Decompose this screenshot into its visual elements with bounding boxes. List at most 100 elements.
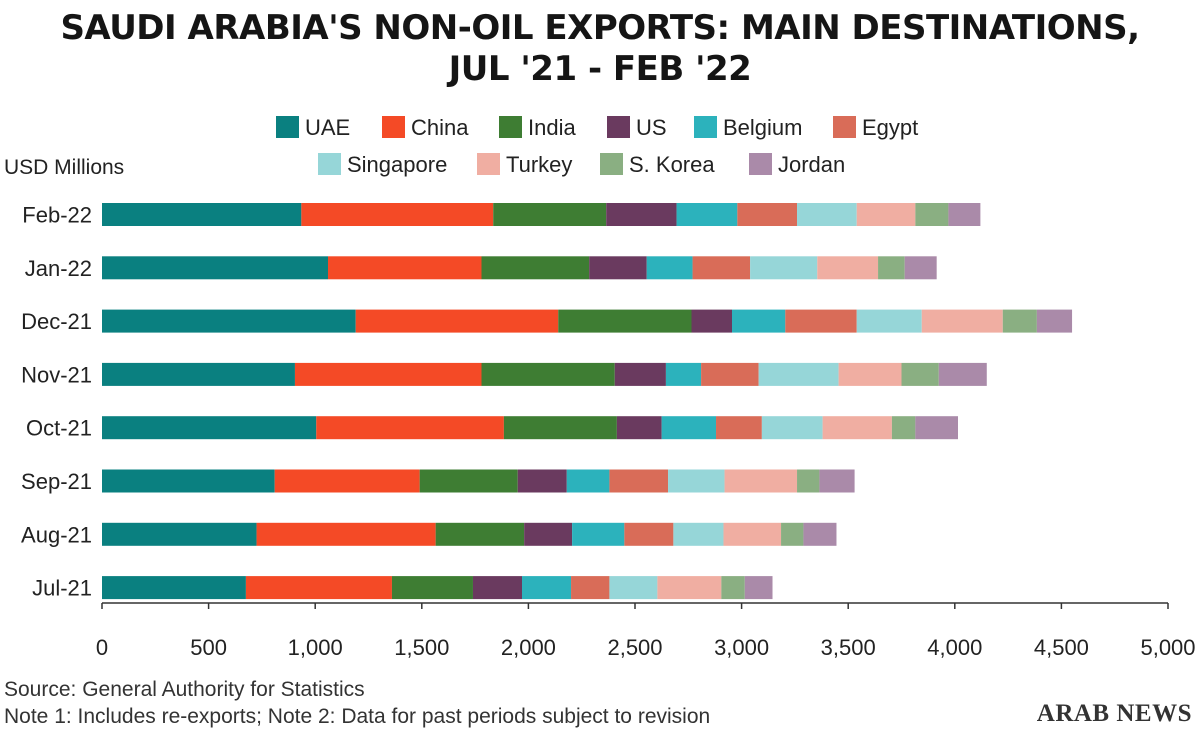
bar-segment-us-jan-22 bbox=[589, 256, 647, 280]
bar-segment-singapore-aug-21 bbox=[673, 522, 724, 546]
bar-segment-us-sep-21 bbox=[517, 469, 567, 493]
chart-title-line-2: JUL '21 - FEB '22 bbox=[448, 49, 752, 89]
bar-segment-india-feb-22 bbox=[493, 203, 607, 226]
bar-segment-singapore-sep-21 bbox=[668, 469, 725, 493]
legend-swatch-uae bbox=[276, 116, 299, 138]
bar-segment-china-nov-21 bbox=[294, 362, 482, 386]
category-label-oct-21: Oct-21 bbox=[26, 416, 92, 441]
legend-swatch-india bbox=[499, 116, 522, 138]
bar-segment-india-nov-21 bbox=[481, 362, 615, 386]
bar-segment-china-feb-22 bbox=[301, 203, 494, 226]
legend-swatch-us bbox=[607, 116, 630, 138]
bar-segment-china-aug-21 bbox=[256, 522, 436, 546]
bar-segment-india-aug-21 bbox=[435, 522, 525, 546]
bar-segment-s-korea-jan-22 bbox=[878, 256, 905, 280]
legend-label-uae: UAE bbox=[305, 115, 350, 140]
bar-segment-s-korea-oct-21 bbox=[891, 416, 916, 440]
bar-segment-uae-jan-22 bbox=[102, 256, 328, 280]
x-tick-label-3500: 3,500 bbox=[821, 635, 876, 660]
bar-segment-jordan-oct-21 bbox=[915, 416, 958, 440]
bar-segment-jordan-dec-21 bbox=[1036, 309, 1073, 333]
bar-segment-turkey-sep-21 bbox=[724, 469, 798, 493]
legend-swatch-belgium bbox=[694, 116, 717, 138]
bar-segment-singapore-jul-21 bbox=[609, 576, 658, 600]
bar-segment-egypt-oct-21 bbox=[716, 416, 762, 440]
bar-segment-belgium-feb-22 bbox=[676, 203, 738, 226]
bar-segment-turkey-oct-21 bbox=[822, 416, 892, 440]
bar-segment-singapore-dec-21 bbox=[856, 309, 922, 333]
bar-segment-us-jul-21 bbox=[472, 576, 523, 600]
legend-label-jordan: Jordan bbox=[778, 152, 845, 177]
bar-segment-singapore-jan-22 bbox=[750, 256, 818, 280]
x-tick-label-5000: 5,000 bbox=[1140, 635, 1195, 660]
bar-segment-egypt-aug-21 bbox=[624, 522, 674, 546]
bar-segment-egypt-sep-21 bbox=[609, 469, 669, 493]
legend-swatch-jordan bbox=[749, 153, 772, 175]
bar-segment-turkey-aug-21 bbox=[723, 522, 782, 546]
bar-segment-singapore-oct-21 bbox=[761, 416, 823, 440]
bar-segment-singapore-nov-21 bbox=[758, 362, 839, 386]
bar-segment-india-jul-21 bbox=[391, 576, 473, 600]
bar-segment-s-korea-feb-22 bbox=[915, 203, 949, 226]
bar-segment-china-dec-21 bbox=[355, 309, 559, 333]
bar-segment-belgium-oct-21 bbox=[661, 416, 717, 440]
x-tick-label-4000: 4,000 bbox=[927, 635, 982, 660]
bar-segment-uae-feb-22 bbox=[102, 203, 302, 226]
bar-segment-jordan-aug-21 bbox=[803, 522, 837, 546]
x-tick-label-0: 0 bbox=[96, 635, 108, 660]
bar-segment-belgium-sep-21 bbox=[566, 469, 610, 493]
legend-label-turkey: Turkey bbox=[506, 152, 572, 177]
bar-segment-turkey-jan-22 bbox=[817, 256, 879, 280]
bar-segment-us-nov-21 bbox=[614, 362, 666, 386]
bar-segment-china-jul-21 bbox=[245, 576, 392, 600]
legend-label-us: US bbox=[636, 115, 667, 140]
category-label-jul-21: Jul-21 bbox=[32, 576, 92, 601]
x-tick-label-500: 500 bbox=[190, 635, 227, 660]
bar-segment-egypt-jan-22 bbox=[692, 256, 751, 280]
category-label-jan-22: Jan-22 bbox=[25, 256, 92, 281]
legend-swatch-egypt bbox=[833, 116, 856, 138]
x-tick-label-3000: 3,000 bbox=[714, 635, 769, 660]
x-tick-label-2000: 2,000 bbox=[501, 635, 556, 660]
category-label-aug-21: Aug-21 bbox=[21, 522, 92, 547]
bar-segment-us-oct-21 bbox=[616, 416, 662, 440]
bar-segment-us-aug-21 bbox=[524, 522, 573, 546]
x-tick-label-4500: 4,500 bbox=[1034, 635, 1089, 660]
bar-segment-jordan-sep-21 bbox=[819, 469, 855, 493]
bar-segment-s-korea-sep-21 bbox=[797, 469, 820, 493]
bar-segment-china-jan-22 bbox=[327, 256, 482, 280]
source-note: Source: General Authority for Statistics bbox=[4, 678, 365, 701]
bar-segment-uae-nov-21 bbox=[102, 362, 295, 386]
legend-label-belgium: Belgium bbox=[723, 115, 802, 140]
legend-label-india: India bbox=[528, 115, 576, 140]
x-tick-label-1000: 1,000 bbox=[288, 635, 343, 660]
bar-segment-uae-sep-21 bbox=[102, 469, 275, 493]
legend-swatch-s-korea bbox=[600, 153, 623, 175]
bar-segment-us-dec-21 bbox=[691, 309, 733, 333]
legend-label-china: China bbox=[411, 115, 469, 140]
bar-segment-belgium-dec-21 bbox=[732, 309, 786, 333]
legend-swatch-china bbox=[382, 116, 405, 138]
y-axis-title: USD Millions bbox=[4, 156, 124, 179]
arab-news-logo: ARAB NEWS bbox=[1036, 700, 1192, 727]
chart-title: SAUDI ARABIA'S NON-OIL EXPORTS: MAIN DES… bbox=[0, 8, 1200, 90]
category-label-sep-21: Sep-21 bbox=[21, 469, 92, 494]
bar-segment-uae-aug-21 bbox=[102, 522, 257, 546]
bar-segment-s-korea-dec-21 bbox=[1002, 309, 1037, 333]
bar-segment-s-korea-jul-21 bbox=[721, 576, 745, 600]
bar-segment-turkey-feb-22 bbox=[856, 203, 916, 226]
bar-segment-us-feb-22 bbox=[606, 203, 677, 226]
bar-segment-belgium-jan-22 bbox=[646, 256, 693, 280]
revision-note: Note 1: Includes re-exports; Note 2: Dat… bbox=[4, 705, 711, 728]
bar-segment-singapore-feb-22 bbox=[797, 203, 857, 226]
bar-segment-india-dec-21 bbox=[558, 309, 692, 333]
bar-segment-china-oct-21 bbox=[316, 416, 504, 440]
bar-segment-belgium-nov-21 bbox=[665, 362, 702, 386]
bar-segment-uae-jul-21 bbox=[102, 576, 246, 600]
bar-segment-jordan-feb-22 bbox=[948, 203, 981, 226]
bar-segment-india-sep-21 bbox=[419, 469, 518, 493]
legend-swatch-turkey bbox=[477, 153, 500, 175]
bar-segment-india-jan-22 bbox=[481, 256, 590, 280]
bar-segment-jordan-jan-22 bbox=[904, 256, 937, 280]
legend-label-egypt: Egypt bbox=[862, 115, 918, 140]
